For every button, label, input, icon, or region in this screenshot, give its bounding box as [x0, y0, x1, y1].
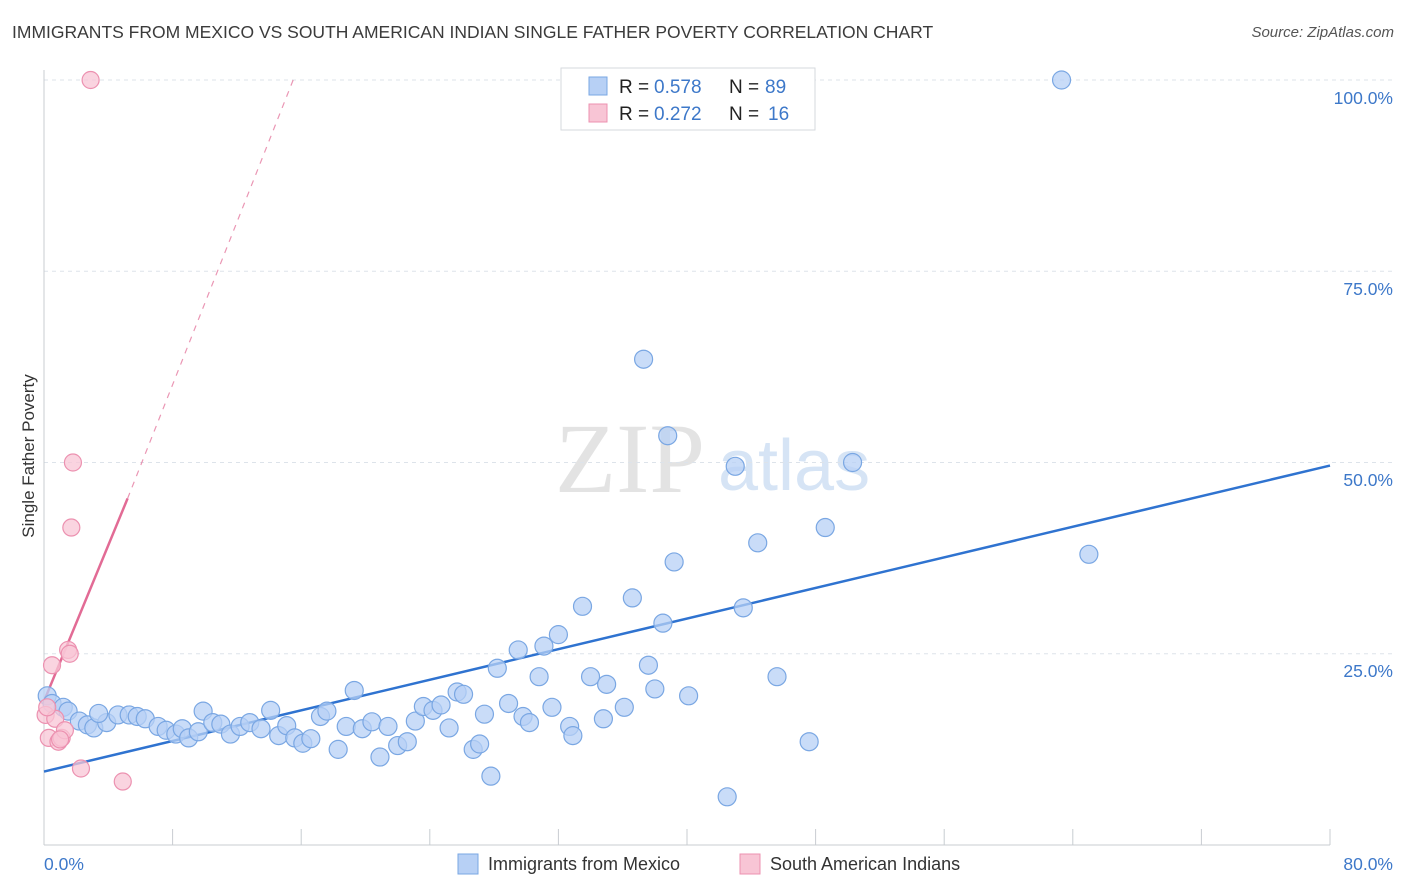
series-south-american-indians — [36, 70, 132, 791]
x-tick-label-min: 0.0% — [44, 854, 84, 874]
y-tick-label: 75.0% — [1343, 279, 1393, 299]
scatter-point-mexico — [89, 703, 109, 724]
series-immigrants-from-mexico — [37, 70, 1099, 807]
legend-n-label: N = — [729, 104, 759, 125]
legend-r-value-sai: 0.272 — [654, 104, 702, 125]
scatter-point-mexico — [534, 636, 554, 656]
scatter-point-mexico — [572, 596, 593, 616]
series-legend-label-sai: South American Indians — [770, 854, 960, 874]
watermark-zip: ZIP — [555, 403, 705, 514]
scatter-point-mexico — [474, 704, 495, 724]
scatter-point-mexico — [470, 734, 490, 754]
legend-swatch-mexico — [588, 76, 608, 96]
scatter-point-sai — [38, 698, 57, 717]
scatter-point-mexico — [453, 684, 474, 704]
scatter-point-sai — [62, 518, 81, 537]
scatter-point-mexico — [261, 700, 281, 720]
legend-n-value-sai: 16 — [768, 104, 789, 125]
scatter-point-sai — [63, 453, 83, 472]
legend-swatch-south-american-indians — [588, 103, 608, 123]
scatter-point-mexico — [842, 452, 863, 473]
source-credit: Source: ZipAtlas.com — [1251, 24, 1394, 41]
watermark: ZIP atlas — [555, 403, 870, 514]
scatter-point-mexico — [614, 697, 634, 717]
scatter-point-mexico — [622, 588, 642, 608]
scatter-point-mexico — [717, 787, 737, 807]
scatter-point-mexico — [508, 640, 528, 660]
scatter-point-mexico — [397, 732, 417, 752]
scatter-point-mexico — [370, 747, 390, 767]
y-tick-label: 25.0% — [1343, 661, 1393, 681]
scatter-point-mexico — [645, 679, 665, 699]
scatter-point-mexico — [529, 667, 549, 687]
scatter-point-mexico — [301, 729, 321, 749]
scatter-point-mexico — [378, 716, 398, 737]
scatter-point-mexico — [328, 739, 348, 759]
scatter-point-mexico — [815, 517, 835, 538]
trendline-sai-extended — [127, 79, 294, 499]
scatter-point-mexico — [633, 349, 654, 369]
scatter-point-mexico — [1051, 70, 1072, 90]
scatter-point-mexico — [767, 667, 787, 687]
legend-n-value-mexico: 89 — [765, 77, 786, 98]
y-tick-labels: 100.0% 75.0% 50.0% 25.0% — [1334, 88, 1393, 681]
scatter-point-mexico — [658, 426, 678, 446]
scatter-point-sai — [60, 644, 79, 663]
scatter-point-mexico — [664, 552, 684, 572]
scatter-point-mexico — [487, 658, 507, 678]
scatter-point-mexico — [519, 712, 540, 733]
scatter-point-mexico — [638, 655, 659, 675]
scatter-point-mexico — [725, 456, 745, 476]
scatter-point-mexico — [733, 598, 753, 618]
y-axis-label: Single Father Poverty — [19, 374, 38, 538]
scatter-point-mexico — [188, 722, 208, 742]
y-tick-label: 100.0% — [1334, 88, 1393, 108]
legend-r-value-mexico: 0.578 — [654, 77, 702, 98]
scatter-point-mexico — [563, 726, 583, 746]
correlation-legend: R = 0.578 N = 89 R = 0.272 N = 16 — [560, 67, 816, 131]
scatter-point-sai — [71, 759, 91, 778]
scatter-point-mexico — [748, 533, 768, 553]
x-tick-labels: 0.0% 80.0% — [44, 854, 1393, 874]
scatter-point-mexico — [597, 674, 617, 694]
scatter-point-mexico — [799, 732, 819, 752]
scatter-point-mexico — [362, 712, 382, 732]
scatter-point-sai — [113, 772, 132, 791]
scatter-point-mexico — [498, 693, 519, 714]
legend-n-label: N = — [729, 77, 759, 98]
legend-r-label: R = — [619, 77, 649, 98]
series-legend-swatch-mexico — [457, 853, 479, 875]
scatter-point-mexico — [593, 709, 614, 729]
scatter-point-mexico — [336, 716, 356, 737]
scatter-point-mexico — [679, 686, 699, 706]
chart-title: IMMIGRANTS FROM MEXICO VS SOUTH AMERICAN… — [12, 22, 934, 42]
scatter-point-mexico — [405, 711, 425, 731]
scatter-point-mexico — [653, 613, 673, 633]
scatter-point-mexico — [481, 766, 501, 786]
scatter-point-mexico — [1079, 544, 1099, 564]
scatter-point-mexico — [548, 625, 569, 645]
scatter-point-sai — [42, 656, 62, 675]
x-tick-label-max: 80.0% — [1343, 854, 1393, 874]
scatter-point-mexico — [251, 719, 271, 739]
scatter-point-sai — [50, 730, 70, 749]
gridlines — [44, 79, 1394, 655]
scatter-point-mexico — [317, 701, 337, 721]
scatter-point-mexico — [344, 680, 364, 701]
scatter-point-sai — [81, 70, 100, 90]
legend-r-label: R = — [619, 104, 649, 125]
y-tick-label: 50.0% — [1343, 470, 1393, 490]
scatter-point-mexico — [431, 695, 451, 715]
scatter-point-mexico — [439, 718, 459, 738]
series-legend: Immigrants from Mexico South American In… — [457, 853, 960, 875]
scatter-point-mexico — [542, 697, 562, 717]
series-legend-swatch-sai — [739, 853, 761, 875]
scatter-point-mexico — [580, 667, 601, 687]
x-ticks — [43, 829, 1331, 845]
series-legend-label-mexico: Immigrants from Mexico — [488, 854, 680, 874]
